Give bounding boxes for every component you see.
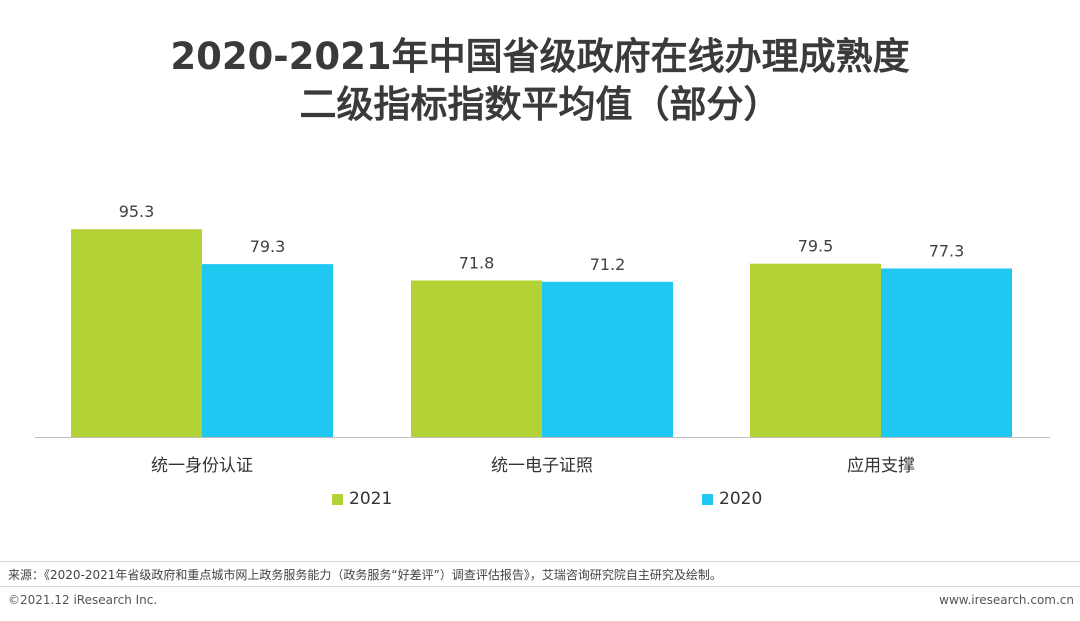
data-label-2021-1: 95.3 bbox=[119, 202, 155, 221]
bar-chart: 95.3 79.3 统一身份认证 71.8 71.2 统一电子证照 79.5 77.3 应用支撑 bbox=[35, 202, 1050, 476]
bar-2020-2 bbox=[542, 281, 673, 437]
bar-2021-2 bbox=[411, 280, 542, 437]
chart-title-line-1: 2020-2021年中国省级政府在线办理成熟度 bbox=[170, 35, 910, 78]
chart-title-line-2: 二级指标指数平均值（部分） bbox=[299, 83, 781, 126]
data-label-2020-3: 77.3 bbox=[929, 241, 965, 260]
footer-divider-bottom bbox=[0, 586, 1080, 587]
data-label-2021-3: 79.5 bbox=[798, 237, 834, 256]
data-label-2021-2: 71.8 bbox=[459, 253, 495, 272]
legend-swatch-2021 bbox=[332, 493, 343, 505]
legend-item-2021: 2021 bbox=[332, 489, 392, 509]
legend-swatch-2020 bbox=[702, 493, 713, 505]
legend-label-2020: 2020 bbox=[719, 489, 763, 509]
footer-divider-top bbox=[0, 561, 1080, 562]
legend-label-2021: 2021 bbox=[349, 489, 393, 509]
category-label-1: 统一身份认证 bbox=[151, 456, 253, 476]
category-label-2: 统一电子证照 bbox=[491, 456, 593, 476]
bar-2021-1 bbox=[71, 229, 202, 437]
source-note: 来源：《2020-2021年省级政府和重点城市网上政务服务能力（政务服务“好差评… bbox=[8, 568, 722, 582]
bar-2020-3 bbox=[881, 268, 1012, 437]
data-label-2020-2: 71.2 bbox=[590, 255, 626, 274]
bar-2020-1 bbox=[202, 264, 333, 437]
copyright-text: ©2021.12 iResearch Inc. bbox=[8, 593, 158, 607]
legend-item-2020: 2020 bbox=[702, 489, 762, 509]
category-label-3: 应用支撑 bbox=[847, 456, 915, 476]
website-text: www.iresearch.com.cn bbox=[939, 593, 1074, 607]
data-label-2020-1: 79.3 bbox=[250, 237, 286, 256]
bar-2021-3 bbox=[750, 263, 881, 437]
